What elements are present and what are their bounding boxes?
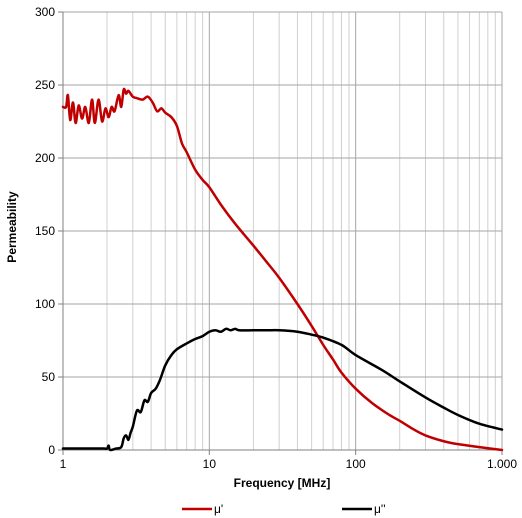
x-tick-label: 1.000 [487, 457, 517, 471]
x-axis-label: Frequency [MHz] [234, 476, 331, 490]
series-lines [61, 87, 504, 452]
y-axis-label: Permeability [5, 191, 19, 263]
series-line-mu-double-prime [61, 327, 504, 452]
series-line-mu-prime [61, 87, 504, 452]
y-tick-label: 50 [42, 370, 56, 384]
y-tick-label: 200 [35, 151, 55, 165]
y-tick-label: 150 [35, 224, 55, 238]
axes [58, 11, 503, 455]
y-tick-label: 250 [35, 78, 55, 92]
y-tick-label: 100 [35, 297, 55, 311]
legend-label-mu-double-prime: μ'' [374, 502, 386, 516]
legend-label-mu-prime: μ' [214, 502, 223, 516]
tick-labels: 0 50 100 150 200 250 300 1 10 100 1.000 [35, 5, 517, 471]
x-tick-label: 100 [346, 457, 366, 471]
grid-lines [63, 11, 503, 450]
y-tick-label: 300 [35, 5, 55, 19]
x-tick-label: 10 [203, 457, 217, 471]
legend: μ' μ'' [182, 502, 386, 516]
x-tick-label: 1 [60, 457, 67, 471]
y-tick-label: 0 [48, 443, 55, 457]
